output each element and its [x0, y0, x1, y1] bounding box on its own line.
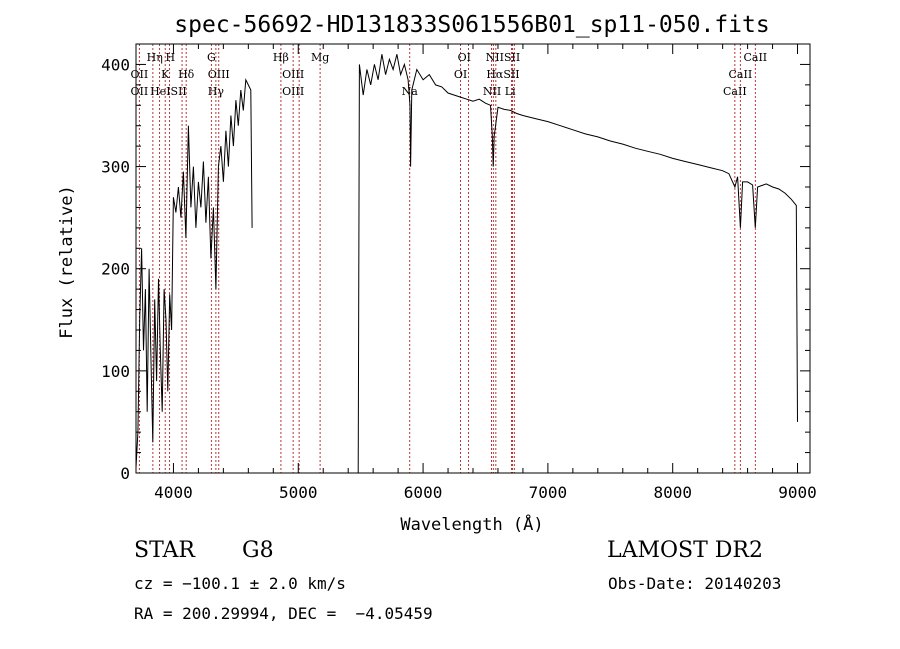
x-tick-label: 9000	[778, 483, 817, 502]
line-label: HαSII	[486, 68, 519, 81]
line-label: NII Li	[483, 85, 516, 98]
line-label: OI	[454, 68, 467, 81]
line-label: Hβ	[273, 51, 289, 64]
redshift-value: cz = −100.1 ± 2.0 km/s	[134, 574, 346, 593]
line-label: OI	[458, 51, 471, 64]
y-tick-label: 400	[101, 55, 130, 74]
line-label: G	[207, 51, 216, 64]
line-label: OIII	[282, 68, 304, 81]
y-tick-label: 200	[101, 260, 130, 279]
x-tick-label: 7000	[529, 483, 568, 502]
line-label: Na	[402, 85, 419, 98]
line-label: CaII	[743, 51, 767, 64]
line-label: OII	[131, 85, 149, 98]
x-tick-label: 4000	[154, 483, 193, 502]
line-label: Hη	[147, 51, 163, 64]
x-axis: 4000 5000 6000 7000 8000 9000	[154, 44, 817, 502]
object-subclass: G8	[242, 538, 274, 563]
y-tick-label: 300	[101, 158, 130, 177]
line-label: OIII	[208, 68, 230, 81]
line-label: H	[166, 51, 176, 64]
y-axis: 0 100 200 300 400	[101, 43, 810, 483]
line-label: NIISII	[486, 51, 521, 64]
line-label: OIII	[282, 85, 304, 98]
chart-title: spec-56692-HD131833S061556B01_sp11-050.f…	[174, 12, 769, 38]
x-tick-label: 6000	[404, 483, 443, 502]
spectrum-line	[135, 54, 798, 474]
line-label: K	[161, 68, 170, 81]
emission-line-markers	[138, 44, 756, 473]
y-axis-label: Flux (relative)	[57, 185, 77, 339]
y-tick-label: 0	[120, 464, 130, 483]
x-tick-label: 5000	[279, 483, 318, 502]
x-tick-label: 8000	[653, 483, 692, 502]
line-label: OII	[131, 68, 149, 81]
line-label: CaII	[723, 85, 747, 98]
line-label: Hγ	[208, 85, 225, 98]
y-tick-label: 100	[101, 362, 130, 381]
line-label: HeISII	[150, 85, 187, 98]
coordinates: RA = 200.29994, DEC = −4.05459	[134, 604, 433, 623]
line-label: CaII	[729, 68, 753, 81]
observation-date: Obs-Date: 20140203	[608, 574, 782, 593]
x-axis-label: Wavelength (Å)	[400, 513, 543, 535]
emission-line-labels: Hη H G Hβ Mg OI NIISII CaII OII K Hδ OIII OIII OI HαSI…	[131, 51, 768, 98]
line-label: Mg	[311, 51, 329, 64]
survey-name: LAMOST DR2	[607, 538, 763, 563]
line-label: Hδ	[178, 68, 195, 81]
object-class: STAR	[134, 538, 195, 563]
